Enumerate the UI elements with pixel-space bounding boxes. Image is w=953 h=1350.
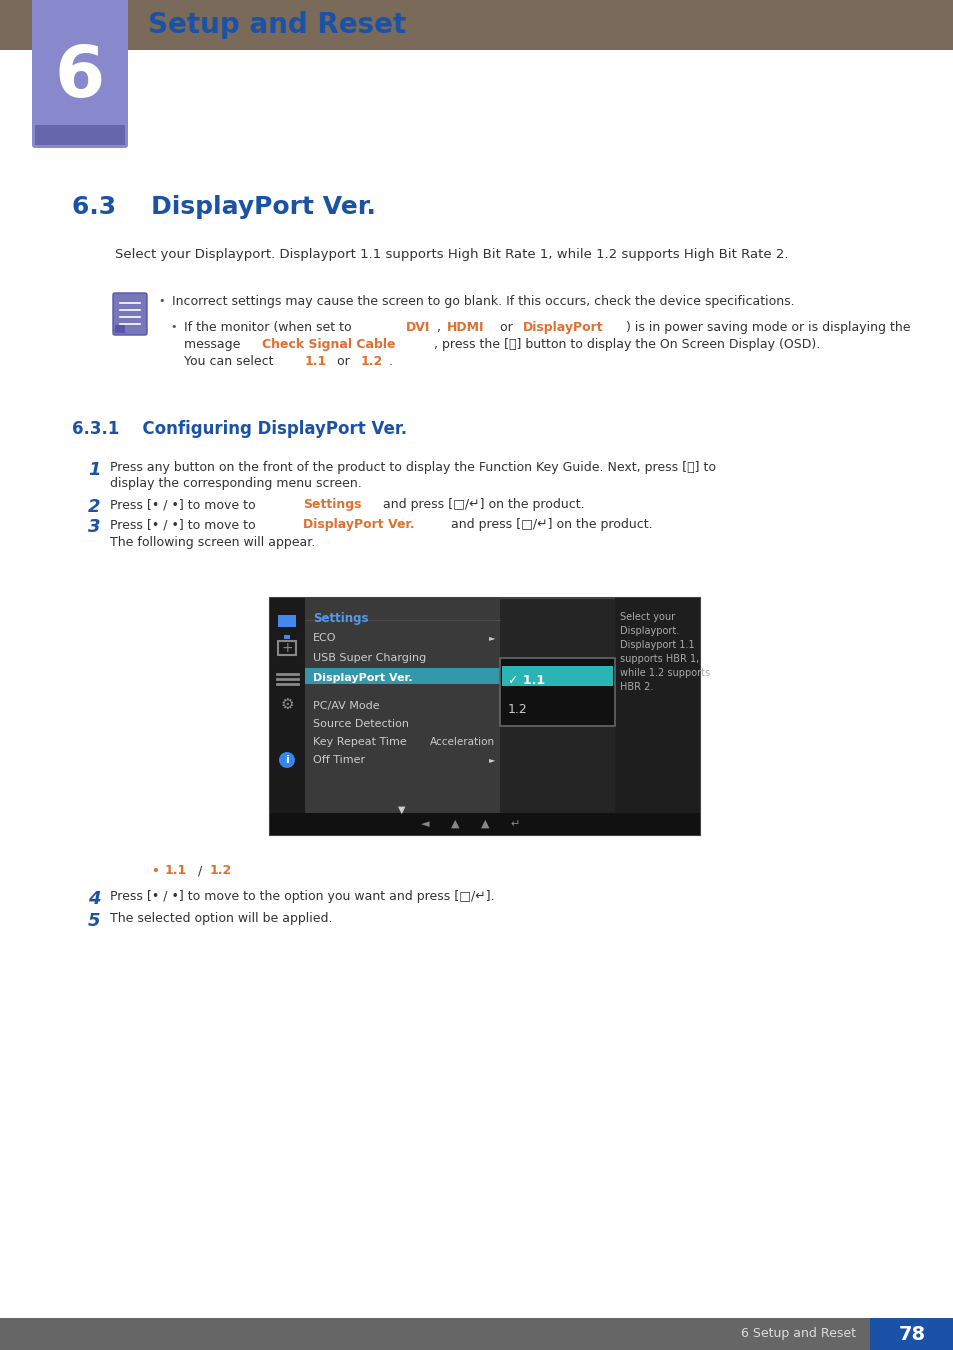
Bar bbox=[115, 325, 125, 333]
Text: HDMI: HDMI bbox=[447, 321, 484, 333]
Text: ,: , bbox=[436, 321, 444, 333]
Bar bbox=[305, 598, 499, 813]
Text: Press [• / •] to move to: Press [• / •] to move to bbox=[110, 498, 259, 512]
Text: Press any button on the front of the product to display the Function Key Guide. : Press any button on the front of the pro… bbox=[110, 460, 716, 474]
Text: You can select: You can select bbox=[184, 355, 277, 369]
Text: ⚙: ⚙ bbox=[280, 697, 294, 711]
Text: DisplayPort Ver.: DisplayPort Ver. bbox=[303, 518, 415, 531]
Text: •: • bbox=[151, 865, 159, 878]
Text: The selected option will be applied.: The selected option will be applied. bbox=[110, 913, 333, 925]
Text: •: • bbox=[158, 296, 165, 306]
Text: 2: 2 bbox=[88, 498, 100, 516]
Text: •: • bbox=[171, 323, 177, 332]
Bar bbox=[0, 0, 953, 50]
Text: DisplayPort: DisplayPort bbox=[522, 321, 602, 333]
Text: Select your
Displayport.
Displayport 1.1
supports HBR 1,
while 1.2 supports
HBR : Select your Displayport. Displayport 1.1… bbox=[619, 612, 709, 693]
Bar bbox=[305, 668, 499, 684]
Text: ↵: ↵ bbox=[510, 819, 519, 829]
Text: 6: 6 bbox=[55, 43, 105, 112]
Text: 1.1: 1.1 bbox=[304, 355, 327, 369]
Text: PC/AV Mode: PC/AV Mode bbox=[313, 701, 379, 711]
Circle shape bbox=[278, 752, 294, 768]
Text: Press [• / •] to move to: Press [• / •] to move to bbox=[110, 518, 259, 531]
Text: Settings: Settings bbox=[313, 612, 368, 625]
Bar bbox=[499, 657, 615, 726]
Bar bbox=[0, 1318, 869, 1350]
Text: ✓ 1.1: ✓ 1.1 bbox=[507, 674, 544, 687]
Text: Settings: Settings bbox=[303, 498, 361, 512]
Text: 3: 3 bbox=[88, 518, 100, 536]
Text: or: or bbox=[496, 321, 516, 333]
Text: 6.3.1    Configuring DisplayPort Ver.: 6.3.1 Configuring DisplayPort Ver. bbox=[71, 420, 407, 437]
Text: ECO: ECO bbox=[313, 633, 336, 643]
Text: 1.2: 1.2 bbox=[507, 703, 527, 716]
Text: ◄: ◄ bbox=[420, 819, 429, 829]
Text: .: . bbox=[389, 355, 393, 369]
Text: Select your Displayport. Displayport 1.1 supports High Bit Rate 1, while 1.2 sup: Select your Displayport. Displayport 1.1… bbox=[115, 248, 788, 261]
Text: 5: 5 bbox=[88, 913, 100, 930]
Text: i: i bbox=[285, 755, 289, 765]
Text: ▲: ▲ bbox=[450, 819, 458, 829]
Text: Acceleration: Acceleration bbox=[430, 737, 495, 747]
Bar bbox=[615, 598, 700, 813]
Text: and press [□/↵] on the product.: and press [□/↵] on the product. bbox=[447, 518, 652, 531]
Text: Check Signal Cable: Check Signal Cable bbox=[262, 338, 395, 351]
Text: 1.2: 1.2 bbox=[359, 355, 382, 369]
Text: 1.2: 1.2 bbox=[210, 864, 232, 878]
FancyBboxPatch shape bbox=[32, 0, 128, 148]
Text: message: message bbox=[184, 338, 244, 351]
Text: Setup and Reset: Setup and Reset bbox=[148, 11, 406, 39]
Text: Source Detection: Source Detection bbox=[313, 720, 409, 729]
Text: If the monitor (when set to: If the monitor (when set to bbox=[184, 321, 355, 333]
Text: ) is in power saving mode or is displaying the: ) is in power saving mode or is displayi… bbox=[626, 321, 910, 333]
Text: ►: ► bbox=[488, 633, 495, 643]
Text: Key Repeat Time: Key Repeat Time bbox=[313, 737, 406, 747]
Bar bbox=[277, 641, 295, 655]
Text: DVI: DVI bbox=[405, 321, 430, 333]
Text: +: + bbox=[281, 641, 293, 655]
Bar bbox=[270, 598, 700, 836]
Text: ▲: ▲ bbox=[480, 819, 489, 829]
FancyBboxPatch shape bbox=[112, 293, 147, 335]
Text: display the corresponding menu screen.: display the corresponding menu screen. bbox=[110, 477, 361, 490]
Bar bbox=[869, 1318, 953, 1350]
Bar bbox=[270, 598, 305, 813]
Bar bbox=[277, 616, 295, 626]
Text: 4: 4 bbox=[88, 890, 100, 909]
Text: 1.1: 1.1 bbox=[165, 864, 187, 878]
Bar bbox=[35, 126, 125, 144]
Text: or: or bbox=[333, 355, 354, 369]
Text: 6 Setup and Reset: 6 Setup and Reset bbox=[740, 1327, 855, 1341]
Bar bbox=[501, 666, 613, 686]
Text: USB Super Charging: USB Super Charging bbox=[313, 653, 426, 663]
Bar bbox=[270, 813, 700, 836]
Text: 1: 1 bbox=[88, 460, 100, 479]
Text: ▼: ▼ bbox=[397, 805, 405, 815]
Text: Off Timer: Off Timer bbox=[313, 755, 365, 765]
Text: Incorrect settings may cause the screen to go blank. If this occurs, check the d: Incorrect settings may cause the screen … bbox=[172, 296, 794, 308]
Text: and press [□/↵] on the product.: and press [□/↵] on the product. bbox=[378, 498, 583, 512]
Text: 6.3    DisplayPort Ver.: 6.3 DisplayPort Ver. bbox=[71, 194, 375, 219]
Text: Press [• / •] to move to the option you want and press [□/↵].: Press [• / •] to move to the option you … bbox=[110, 890, 494, 903]
Text: 78: 78 bbox=[898, 1324, 924, 1343]
Text: The following screen will appear.: The following screen will appear. bbox=[110, 536, 314, 549]
Text: ►: ► bbox=[488, 755, 495, 764]
Bar bbox=[284, 634, 290, 639]
Text: DisplayPort Ver.: DisplayPort Ver. bbox=[313, 674, 413, 683]
Text: , press the [⧮] button to display the On Screen Display (OSD).: , press the [⧮] button to display the On… bbox=[434, 338, 820, 351]
Text: /: / bbox=[193, 864, 206, 878]
